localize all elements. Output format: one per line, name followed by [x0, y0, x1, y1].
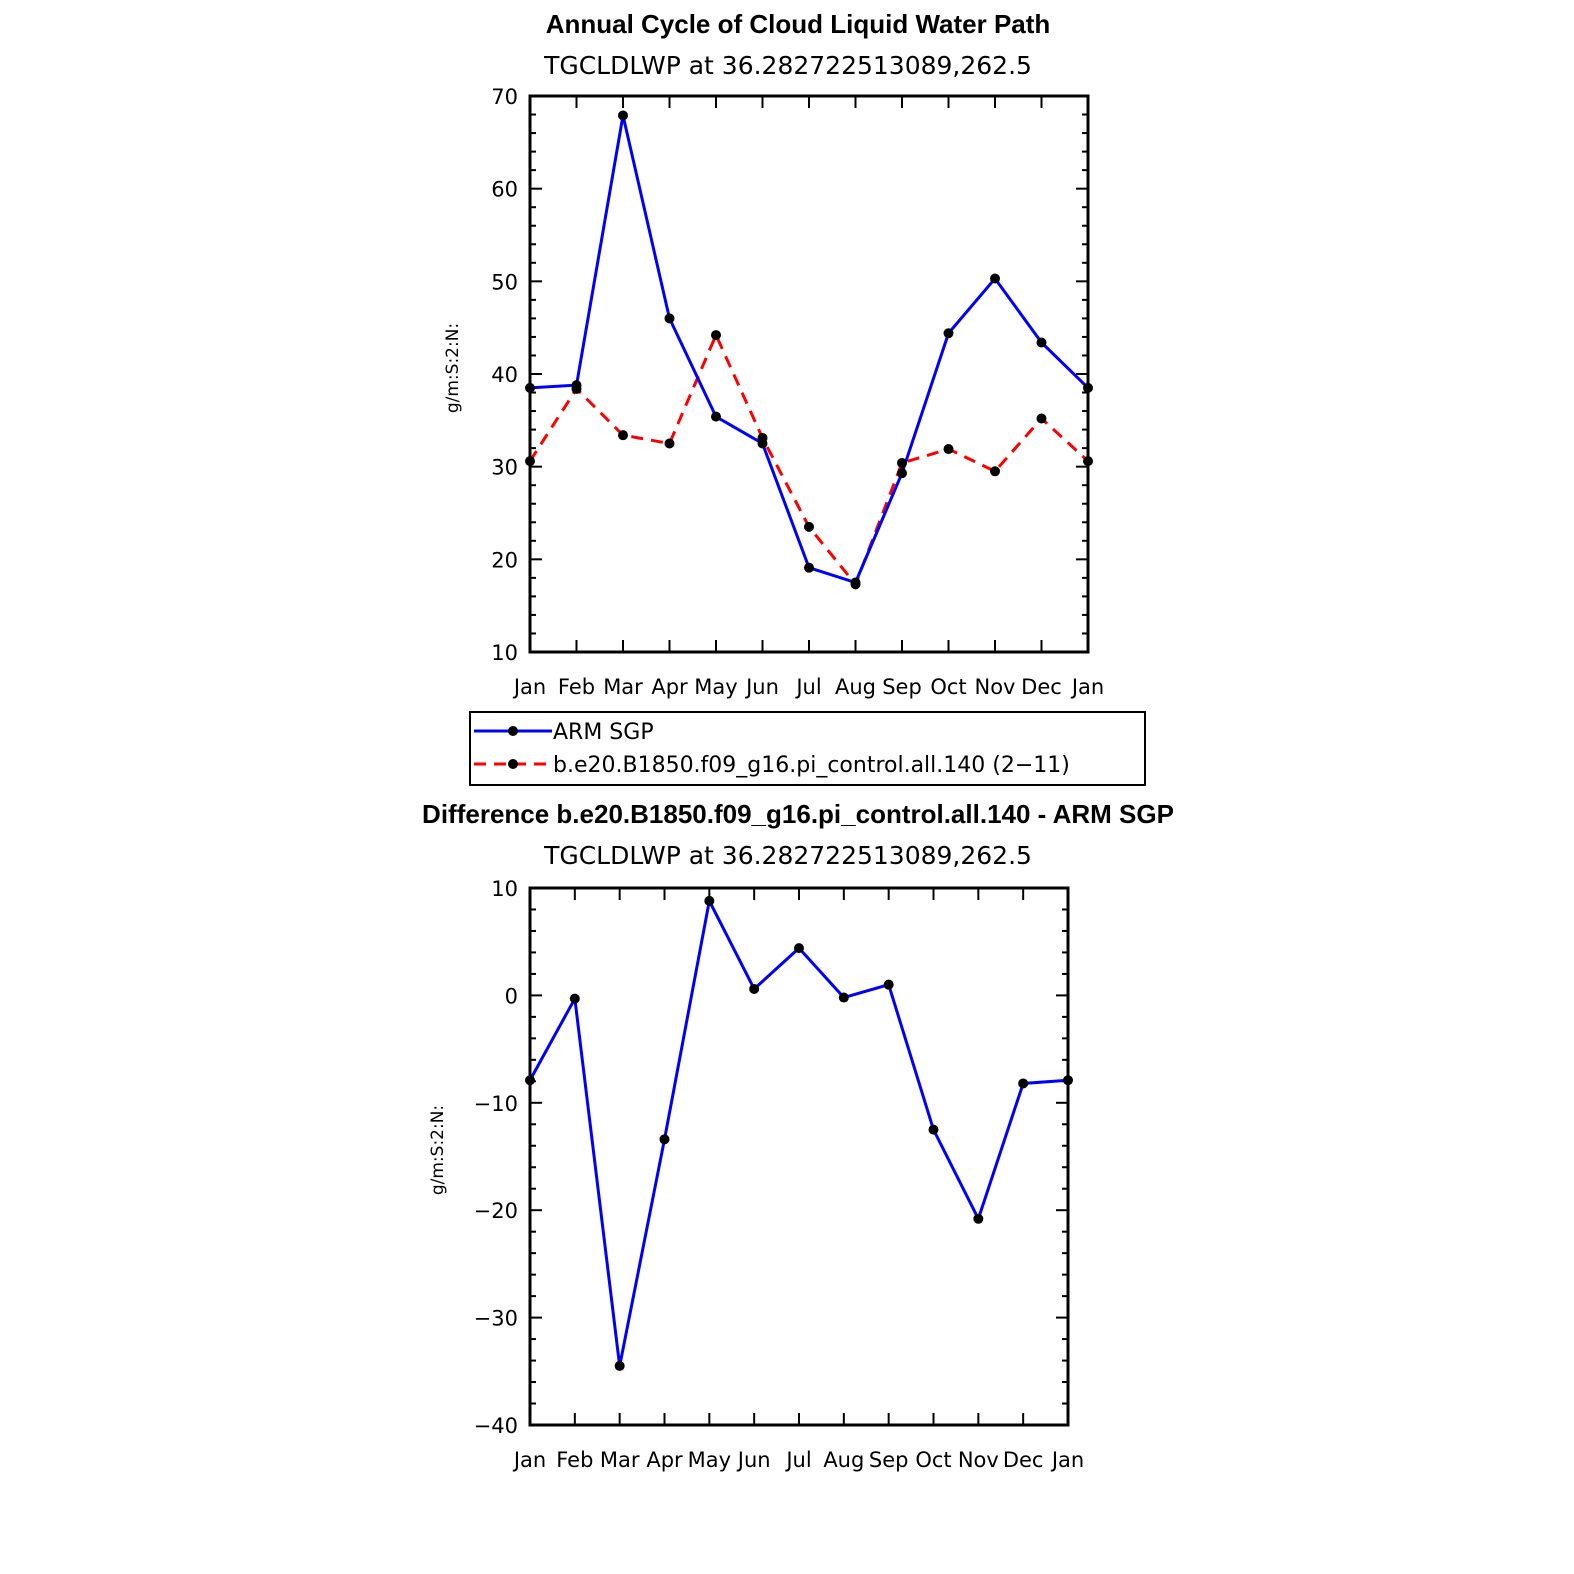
chart2-xtick-label: Jun — [736, 1448, 771, 1472]
chart2-xtick-label: Apr — [646, 1448, 683, 1472]
chart1-point-0 — [664, 313, 675, 324]
chart1-point-1 — [618, 430, 628, 441]
chart1-ytick-label: 40 — [491, 363, 518, 387]
chart1-point-0 — [850, 577, 861, 588]
chart1-point-0 — [757, 438, 768, 449]
legend-marker-model — [508, 759, 518, 769]
chart2-ytick-label: 10 — [491, 877, 518, 901]
chart1-xtick-label: Oct — [930, 675, 966, 699]
chart1-subtitle: TGCLDLWP at 36.282722513089,262.5 — [543, 51, 1032, 80]
chart1-point-1 — [664, 438, 675, 449]
chart2-point-0 — [659, 1134, 670, 1145]
legend-label-model: b.e20.B1850.f09_g16.pi_control.all.140 (… — [553, 753, 1070, 778]
chart2-point-0 — [1018, 1078, 1029, 1089]
chart1-ytick-label: 70 — [491, 85, 518, 109]
chart1-point-0 — [1083, 382, 1093, 393]
chart1-point-1 — [990, 466, 1000, 477]
chart1-ytick-label: 30 — [491, 456, 518, 480]
chart2-point-0 — [569, 993, 580, 1004]
chart1-point-0 — [571, 380, 582, 391]
chart1-point-0 — [897, 468, 907, 479]
chart2-point-0 — [704, 895, 715, 906]
chart1-ytick-label: 20 — [491, 548, 518, 572]
legend-label-arm-sgp: ARM SGP — [553, 720, 654, 745]
chart1-xtick-label: Nov — [975, 675, 1016, 699]
chart2-title: Difference b.e20.B1850.f09_g16.pi_contro… — [422, 799, 1174, 829]
chart1-ylabel: g/m:S:2:N: — [443, 323, 463, 413]
chart1-ytick-label: 50 — [491, 270, 518, 294]
chart2-ylabel: g/m:S:2:N: — [428, 1105, 448, 1195]
chart2-ytick-label: −10 — [474, 1092, 518, 1116]
chart2-xtick-label: Mar — [600, 1448, 640, 1472]
chart1-ytick-label: 60 — [491, 178, 518, 202]
chart2-point-0 — [973, 1213, 984, 1224]
chart1-series-line-1 — [528, 331, 1090, 588]
chart1-point-0 — [618, 110, 628, 121]
chart2-series — [525, 895, 1073, 1371]
chart2-point-0 — [614, 1360, 625, 1371]
chart2-point-0 — [1063, 1075, 1073, 1086]
chart1-point-0 — [804, 562, 814, 573]
chart1-point-1 — [711, 330, 721, 341]
chart-difference: Difference b.e20.B1850.f09_g16.pi_contro… — [422, 799, 1174, 1472]
chart1-point-1 — [804, 521, 814, 532]
chart2-xtick-label: Dec — [1003, 1448, 1044, 1472]
chart1-point-0 — [990, 273, 1000, 284]
legend-box — [469, 711, 1146, 786]
chart1-xtick-label: Mar — [603, 675, 643, 699]
chart1-point-1 — [897, 457, 907, 468]
chart1-xtick-label: Feb — [558, 675, 595, 699]
chart1-point-0 — [525, 382, 535, 393]
chart2-xtick-label: Aug — [823, 1448, 864, 1472]
chart2-ytick-label: −20 — [474, 1199, 518, 1223]
chart2-axes: −40 −30 −20 −10 0 10 Jan Feb Mar Apr May Jun Jul Aug S… — [474, 877, 1085, 1472]
chart2-point-0 — [928, 1124, 939, 1135]
chart1-series-line-0 — [529, 115, 1090, 585]
chart1-title: Annual Cycle of Cloud Liquid Water Path — [546, 9, 1051, 39]
chart1-xtick-label: Aug — [835, 675, 876, 699]
chart2-xtick-label: Jan — [512, 1448, 546, 1472]
chart1-legend: ARM SGP b.e20.B1850.f09_g16.pi_control.a… — [469, 711, 1146, 786]
chart2-subtitle: TGCLDLWP at 36.282722513089,262.5 — [543, 841, 1032, 870]
chart2-xtick-label: Oct — [915, 1448, 951, 1472]
chart1-xtick-label: Jun — [744, 675, 779, 699]
chart2-xtick-label: Jul — [784, 1448, 811, 1472]
chart2-point-0 — [838, 992, 849, 1003]
chart1-point-0 — [943, 328, 954, 339]
chart2-xtick-label: Nov — [958, 1448, 999, 1472]
chart2-point-0 — [883, 979, 894, 990]
chart1-point-1 — [1036, 413, 1047, 424]
chart1-xtick-label: May — [694, 675, 737, 699]
chart2-ytick-label: −40 — [474, 1414, 518, 1438]
chart1-axes: 10 20 30 40 50 60 70 Jan Feb Mar Apr May Jun Jul Aug Se… — [491, 85, 1104, 699]
chart-annual-cycle: Annual Cycle of Cloud Liquid Water Path … — [443, 9, 1104, 699]
chart2-point-0 — [525, 1075, 535, 1086]
chart1-xtick-label: Dec — [1021, 675, 1062, 699]
legend-marker-arm-sgp — [508, 726, 518, 736]
chart2-point-0 — [749, 983, 760, 994]
chart2-ytick-label: −30 — [474, 1307, 518, 1331]
chart1-xtick-label: Jul — [794, 675, 821, 699]
chart2-point-0 — [794, 943, 804, 954]
chart1-xtick-label: Sep — [882, 675, 922, 699]
chart1-xtick-label: Apr — [651, 675, 688, 699]
chart2-ytick-label: 0 — [505, 984, 518, 1008]
chart2-xtick-label: May — [688, 1448, 731, 1472]
chart2-xtick-label: Jan — [1050, 1448, 1084, 1472]
chart1-point-0 — [711, 411, 721, 422]
chart1-point-1 — [943, 444, 954, 455]
chart1-xtick-label: Jan — [1070, 675, 1104, 699]
chart1-ytick-label: 10 — [491, 641, 518, 665]
chart1-point-1 — [1083, 456, 1093, 467]
chart1-point-1 — [525, 456, 535, 467]
chart2-xtick-label: Feb — [556, 1448, 593, 1472]
chart1-xtick-label: Jan — [512, 675, 546, 699]
chart2-series-line-0 — [528, 896, 1069, 1367]
chart1-point-0 — [1036, 337, 1047, 348]
chart2-plot-frame — [528, 886, 1070, 1427]
chart1-series — [525, 110, 1093, 590]
chart2-xtick-label: Sep — [869, 1448, 909, 1472]
